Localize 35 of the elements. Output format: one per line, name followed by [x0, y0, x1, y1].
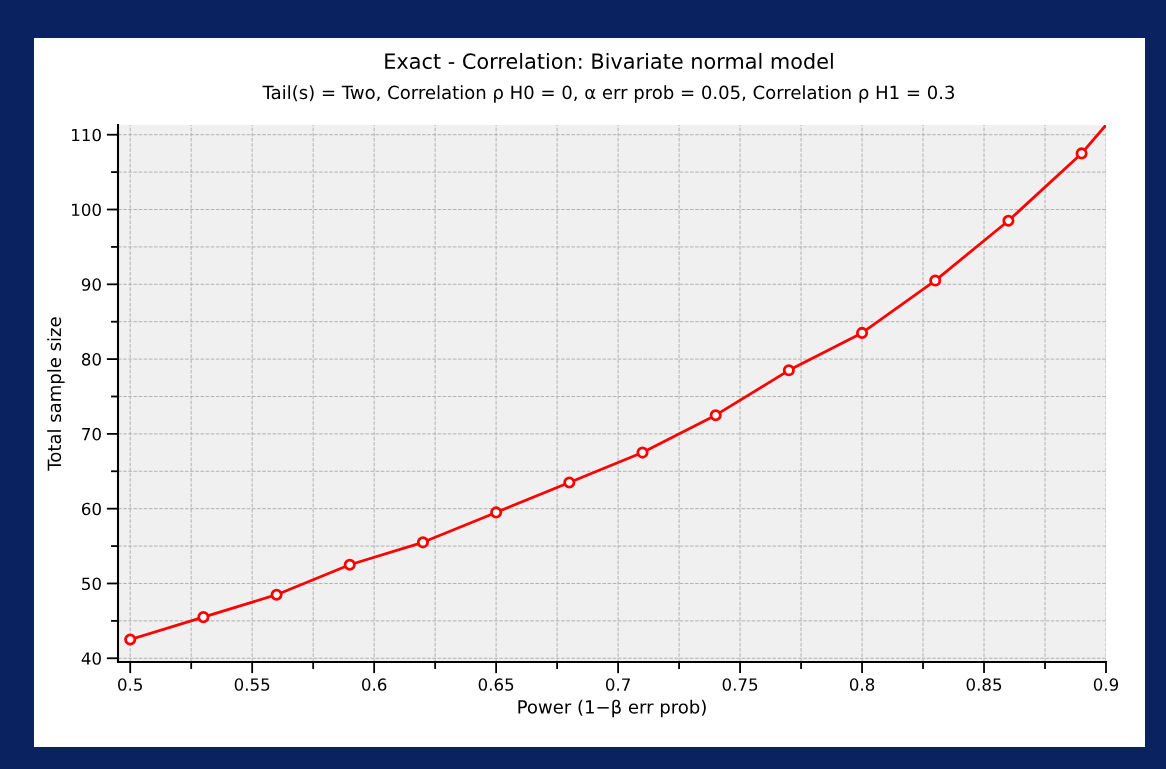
y-tick-label: 80: [81, 353, 101, 366]
point: [709, 409, 722, 422]
point: [343, 558, 356, 571]
point: [1002, 214, 1015, 227]
y-tick-label: 110: [72, 128, 101, 142]
chart-subtitle: Tail(s) = Two, Correlation ρ H0 = 0, α err prob = 0.05, Correlation ρ H1 = 0.3: [262, 85, 954, 103]
y-tick-label: 90: [81, 278, 101, 291]
x-tick-label: 0.55: [234, 678, 270, 691]
chart-title: Exact - Correlation: Bivariate normal model: [385, 52, 833, 70]
x-tick-label: 0.6: [361, 678, 387, 691]
y-axis-title: Total sample size: [47, 317, 65, 471]
x-tick-label: 0.85: [966, 678, 1002, 691]
x-tick-label: 0.75: [722, 678, 758, 691]
y-tick-label: 50: [82, 577, 101, 591]
y-tick-label: 70: [82, 427, 101, 441]
y-tick-label: 100: [72, 203, 101, 217]
point: [636, 446, 649, 459]
point: [782, 364, 795, 377]
x-tick-label: 0.7: [605, 678, 630, 691]
point: [490, 506, 503, 519]
point: [124, 633, 137, 646]
point: [197, 611, 210, 624]
point: [856, 326, 869, 339]
x-tick-label: 0.8: [849, 678, 875, 691]
point: [1075, 147, 1088, 160]
y-tick-label: 40: [81, 652, 101, 665]
x-tick-label: 0.5: [118, 678, 142, 691]
x-tick-label: 0.65: [478, 678, 514, 691]
point: [929, 274, 942, 287]
point: [563, 476, 576, 489]
x-axis-title: Power (1−β err prob): [518, 699, 706, 718]
point: [270, 588, 283, 601]
y-tick-label: 60: [81, 502, 101, 516]
x-tick-label: 0.9: [1093, 678, 1119, 691]
point: [416, 536, 429, 549]
